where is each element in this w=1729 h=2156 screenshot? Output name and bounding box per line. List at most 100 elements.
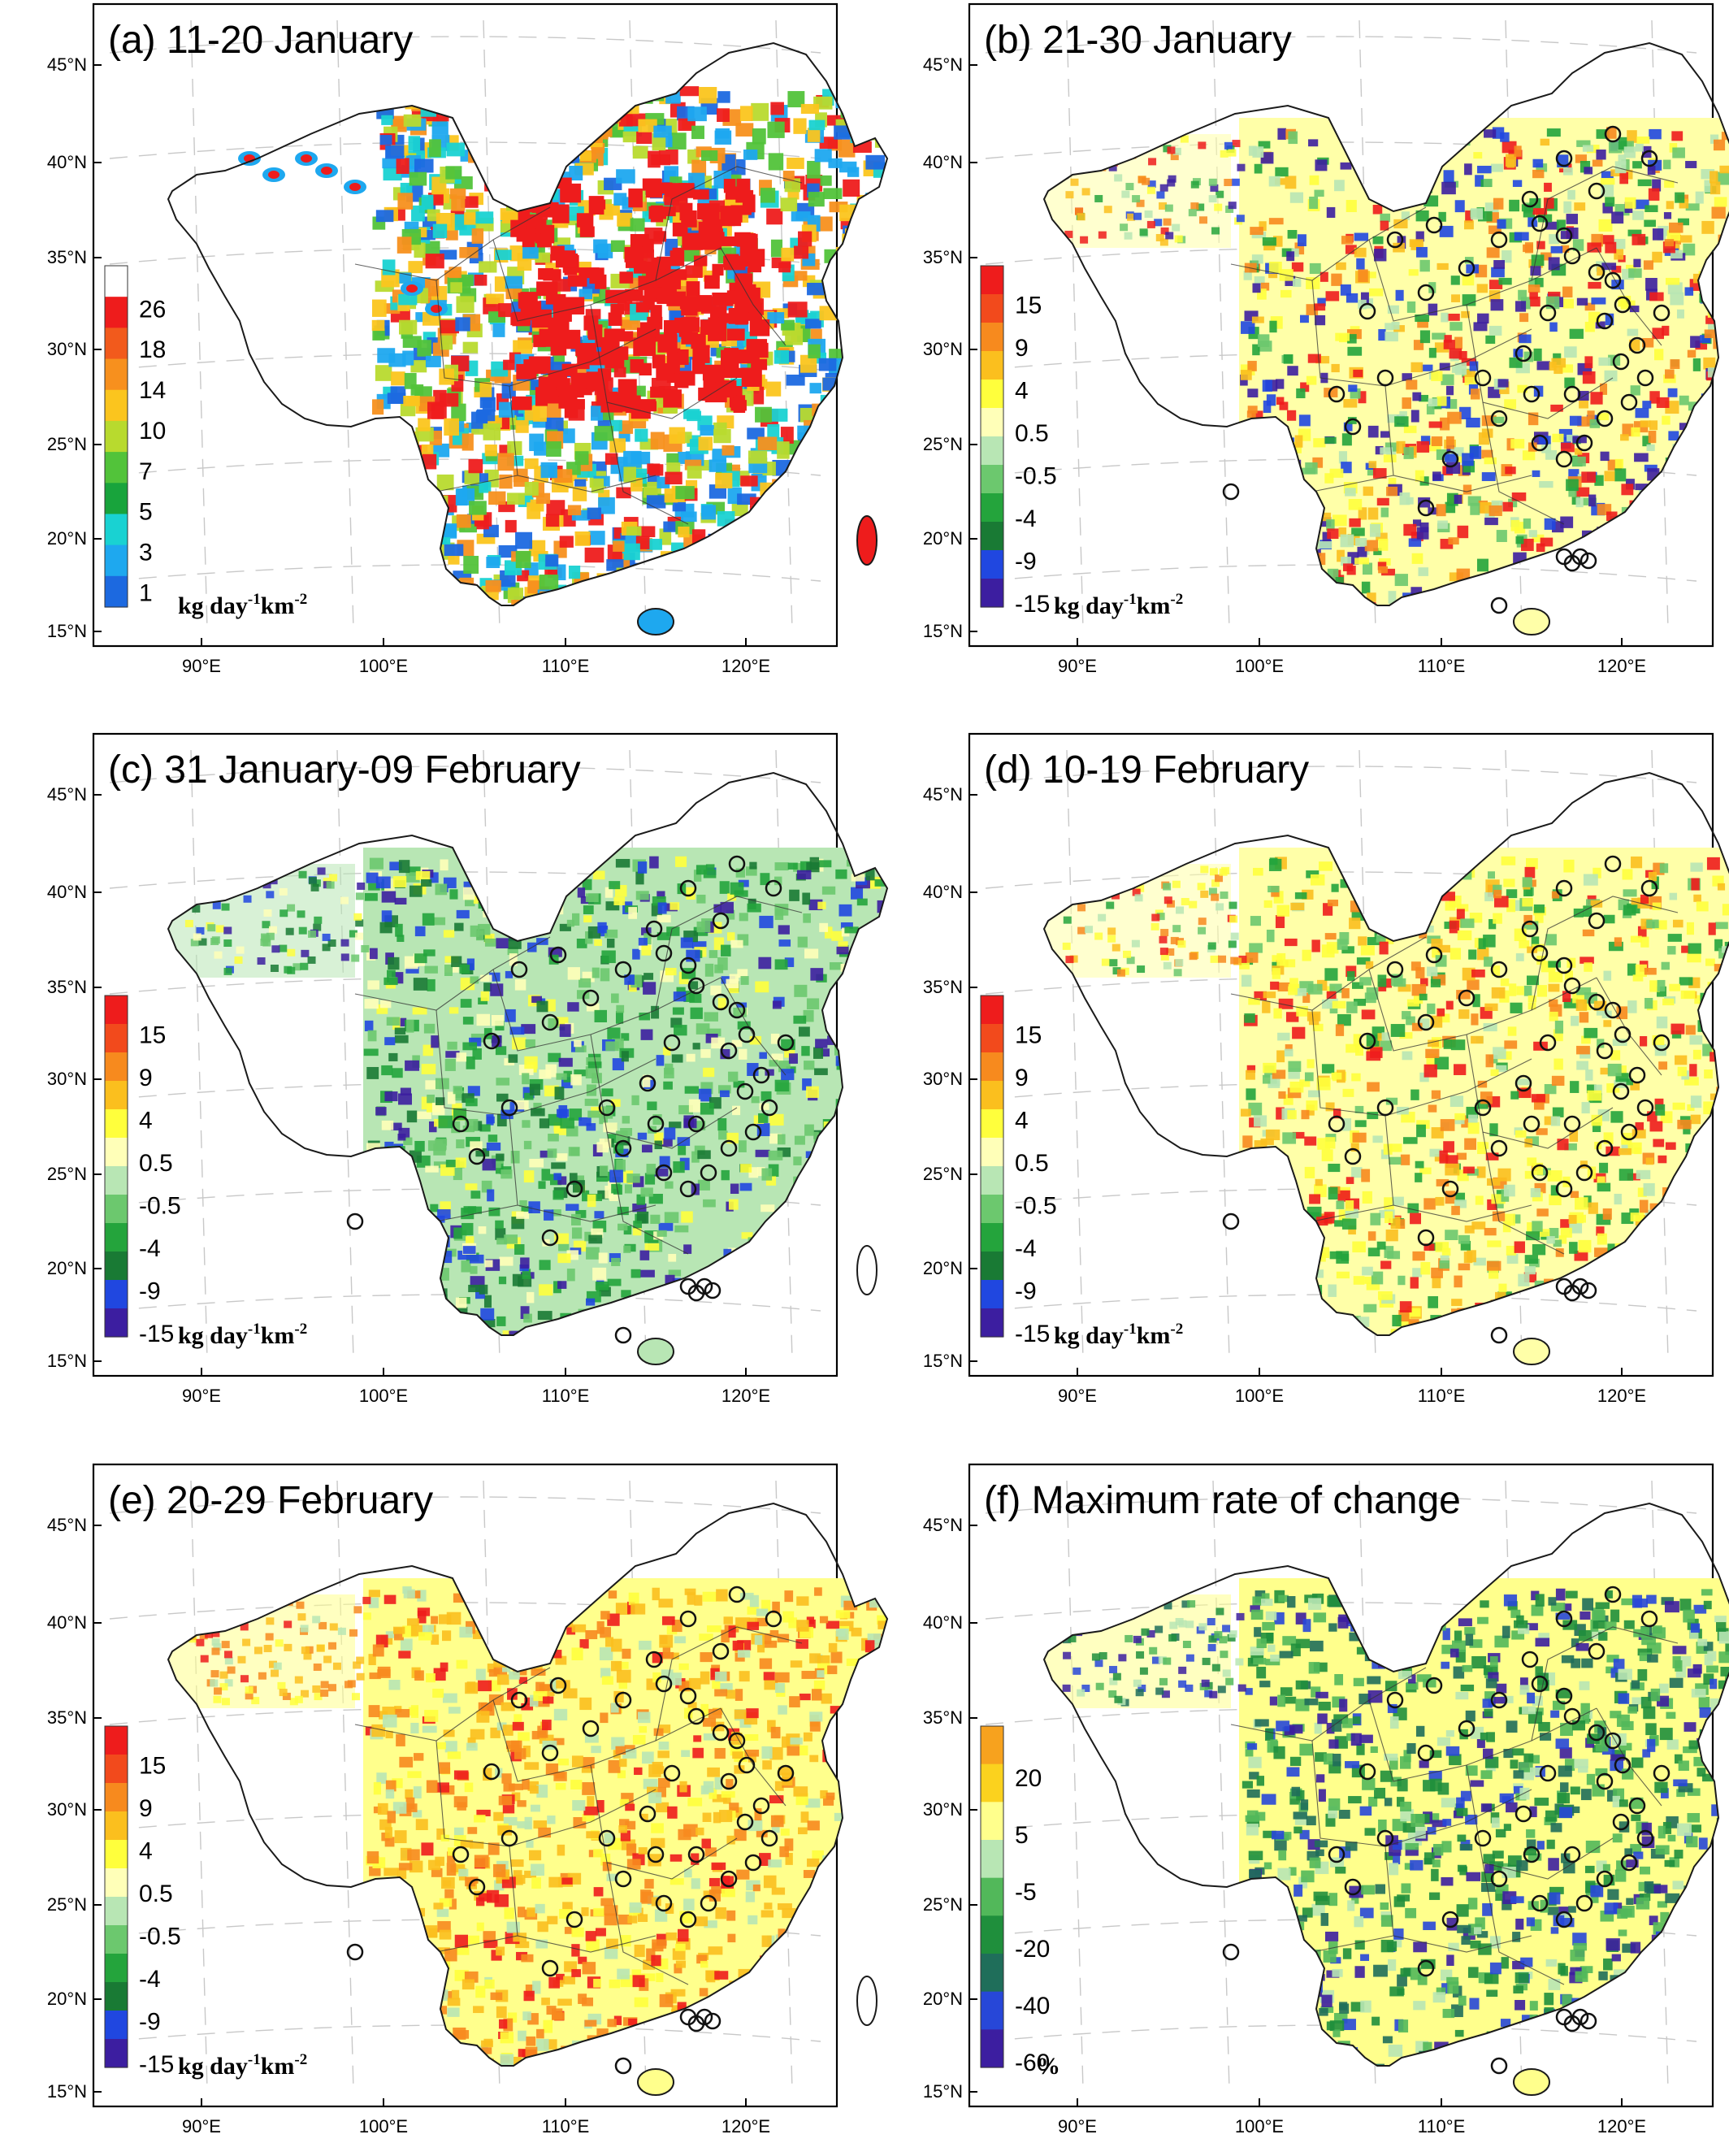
station-marker	[712, 1724, 730, 1742]
colorbar: 15 9 4 0.5 -0.5 -4 -9 -15	[104, 1725, 181, 2078]
station-marker	[720, 1139, 738, 1157]
station-marker	[1490, 1870, 1508, 1888]
unit-label: kg day-1km-2	[1054, 1321, 1183, 1349]
station-marker	[1555, 150, 1573, 167]
colorbar-label: 4	[139, 1107, 153, 1134]
station-marker	[663, 1764, 681, 1782]
station-marker	[1640, 1610, 1658, 1628]
map-panel-2: (b) 21-30 January 45°N 40°N 35°N 30°N 25°N 20°…	[923, 2, 1729, 676]
station-marker	[1531, 1675, 1549, 1693]
colorbar-swatch	[105, 1308, 128, 1338]
colorbar-label: -15	[1015, 1321, 1050, 1347]
lon-tick-label: 120°E	[722, 1386, 770, 1406]
station-marker	[614, 1139, 632, 1157]
colorbar-label: 10	[139, 418, 166, 445]
colorbar-label: 9	[1015, 335, 1029, 362]
station-marker	[712, 912, 730, 930]
colorbar-label: -4	[139, 1235, 161, 1262]
station-marker	[1358, 1032, 1376, 1050]
colorbar-swatch	[105, 1024, 128, 1053]
colorbar-outline	[104, 1725, 128, 2068]
colorbar-swatch	[981, 550, 1003, 579]
colorbar-swatch	[981, 1252, 1003, 1281]
station-marker	[712, 1642, 730, 1660]
colorbar-label: 9	[139, 1065, 153, 1091]
station-marker	[541, 1959, 559, 1977]
map-panel-6: (f) Maximum rate of change 45°N 40°N 35°N 30…	[923, 1463, 1729, 2136]
colorbar-swatch	[981, 522, 1003, 551]
colorbar-label: 0.5	[139, 1150, 173, 1177]
lat-tick-label: 30°N	[923, 1799, 963, 1820]
station-marker	[760, 1829, 778, 1847]
lat-tick-label: 45°N	[47, 784, 87, 805]
lon-tick-label: 110°E	[542, 1386, 590, 1406]
colorbar-label: -40	[1015, 1993, 1050, 2019]
colorbar-swatch	[105, 1755, 128, 1784]
station-marker	[1653, 1034, 1670, 1052]
station-marker	[1604, 271, 1622, 289]
station-marker	[1514, 1805, 1532, 1823]
taiwan-island	[856, 1976, 878, 2026]
station-marker	[1222, 483, 1240, 501]
station-marker	[744, 1123, 762, 1141]
station-marker	[1344, 1147, 1362, 1165]
station-marker	[645, 920, 663, 938]
station-marker	[687, 1115, 705, 1133]
colorbar-label: 7	[139, 458, 153, 485]
station-marker	[1588, 1724, 1606, 1742]
colorbar-label: 0.5	[1015, 420, 1049, 447]
lon-tick-label: 110°E	[1418, 2116, 1466, 2136]
station-marker	[687, 977, 705, 995]
hainan-island	[1513, 2068, 1550, 2096]
colorbar-label: -4	[1015, 1235, 1037, 1262]
station-marker	[1539, 1034, 1557, 1052]
lat-tick-label: 40°N	[47, 1612, 87, 1633]
colorbar-label: -0.5	[1015, 1192, 1057, 1219]
station-marker	[1531, 944, 1549, 962]
colorbar-label: -0.5	[139, 1192, 181, 1219]
station-marker	[346, 1212, 364, 1230]
station-marker	[1596, 1139, 1614, 1157]
station-marker	[452, 1115, 470, 1133]
lon-tick-label: 100°E	[1235, 1386, 1284, 1406]
lon-tick-label: 90°E	[1058, 2116, 1097, 2136]
station-marker	[700, 1894, 717, 1912]
colorbar-swatch	[981, 1081, 1003, 1110]
colorbar-label: 14	[139, 377, 166, 404]
colorbar-swatch	[981, 294, 1003, 323]
lat-tick-label: 30°N	[47, 1799, 87, 1820]
station-marker	[752, 1066, 770, 1084]
station-marker	[1474, 369, 1492, 387]
station-marker	[1344, 418, 1362, 436]
station-marker	[1425, 946, 1443, 964]
colorbar-swatch	[105, 1783, 128, 1812]
station-marker	[679, 1911, 697, 1928]
station-marker	[687, 1284, 705, 1302]
colorbar: 26 18 14 10 7 5 3 1	[104, 265, 166, 608]
lat-tick-label: 35°N	[47, 977, 87, 997]
station-marker	[1653, 304, 1670, 322]
lat-tick-label: 15°N	[47, 2081, 87, 2102]
lon-tick-label: 90°E	[1058, 1386, 1097, 1406]
station-marker	[744, 1854, 762, 1872]
station-marker	[679, 1687, 697, 1705]
colorbar-label: 15	[139, 1022, 166, 1048]
lat-tick-label: 45°N	[923, 784, 963, 805]
station-marker	[566, 1911, 583, 1928]
lat-tick-label: 20°N	[47, 1989, 87, 2009]
lat-tick-label: 20°N	[923, 528, 963, 549]
station-marker	[687, 2015, 705, 2032]
station-marker	[1612, 353, 1630, 371]
colorbar-swatch	[981, 323, 1003, 352]
hainan-island	[637, 2068, 674, 2096]
station-marker	[1490, 596, 1508, 614]
lat-tick-label: 30°N	[923, 1069, 963, 1089]
station-marker	[1604, 1586, 1622, 1603]
station-marker	[1640, 150, 1658, 167]
station-marker	[738, 1756, 756, 1774]
colorbar-swatch	[981, 579, 1003, 608]
station-marker	[1614, 1026, 1632, 1043]
lat-tick-label: 15°N	[47, 1351, 87, 1371]
station-marker	[1563, 247, 1581, 265]
lat-tick-label: 15°N	[47, 621, 87, 641]
